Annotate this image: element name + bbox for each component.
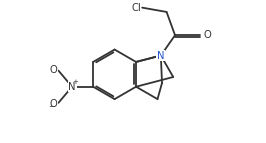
Text: Cl: Cl bbox=[131, 3, 141, 13]
Text: O: O bbox=[203, 30, 211, 40]
Text: −: − bbox=[48, 102, 55, 111]
Text: N: N bbox=[68, 82, 76, 92]
Text: O: O bbox=[50, 65, 58, 75]
Text: O: O bbox=[50, 99, 58, 109]
Text: N: N bbox=[157, 50, 165, 60]
Text: +: + bbox=[72, 79, 78, 85]
